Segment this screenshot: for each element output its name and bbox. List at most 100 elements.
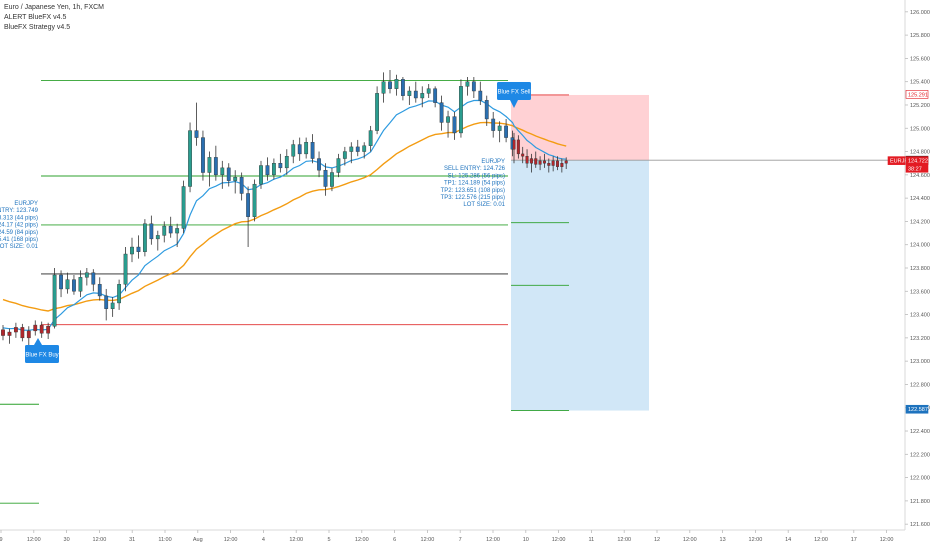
candle-body[interactable] [439,102,444,123]
candle-body[interactable] [201,137,205,173]
candle-body[interactable] [155,235,160,240]
candle-body[interactable] [426,88,431,94]
candle-body[interactable] [336,158,341,173]
candle-body[interactable] [84,272,89,278]
candle-body[interactable] [534,158,538,165]
candle-body[interactable] [207,157,212,173]
candle-body[interactable] [26,330,31,339]
candle-body[interactable] [233,176,238,181]
candle-body[interactable] [181,186,186,229]
candle-body[interactable] [452,116,457,134]
candle-body[interactable] [136,246,141,252]
candle-body[interactable] [330,172,334,187]
candle-body[interactable] [117,284,122,304]
candle-body[interactable] [97,284,102,297]
sell-signal-marker[interactable] [497,82,531,100]
candle-body[interactable] [33,324,38,332]
candle-body[interactable] [484,100,489,120]
candle-body[interactable] [278,162,283,169]
candle-body[interactable] [323,169,328,187]
candle-body[interactable] [349,146,354,152]
candle-body[interactable] [521,153,525,157]
candle-body[interactable] [362,145,367,152]
time-tick-label: 13 [720,537,726,543]
candle-body[interactable] [516,139,520,155]
candle-body[interactable] [20,327,25,339]
candle-body[interactable] [525,156,529,164]
candle-body[interactable] [91,272,96,285]
candle-body[interactable] [252,183,257,217]
candle-body[interactable] [194,130,199,138]
candlesticks [1,70,568,348]
candle-body[interactable] [317,158,321,171]
candle-body[interactable] [1,329,5,336]
candle-body[interactable] [39,324,44,334]
candle-body[interactable] [142,223,147,252]
indicator-strategy[interactable]: BlueFX Strategy v4.5 [4,24,71,31]
candle-body[interactable] [504,125,508,138]
candle-body[interactable] [420,93,425,99]
candle-body[interactable] [110,302,115,309]
candle-body[interactable] [564,160,568,164]
candle-body[interactable] [304,142,309,155]
candle-body[interactable] [272,162,276,176]
candle-body[interactable] [246,193,250,217]
candle-body[interactable] [355,146,360,152]
candle-body[interactable] [72,279,76,292]
candle-body[interactable] [529,158,533,164]
candle-body[interactable] [459,86,463,134]
candle-body[interactable] [7,331,12,336]
candle-body[interactable] [123,253,128,285]
candle-body[interactable] [291,144,296,157]
candle-body[interactable] [375,93,379,131]
candle-body[interactable] [556,160,560,167]
candle-body[interactable] [265,165,270,176]
candle-body[interactable] [130,246,134,255]
candle-body[interactable] [512,139,516,150]
candle-body[interactable] [551,160,555,166]
candle-body[interactable] [433,88,438,103]
candle-body[interactable] [104,295,109,309]
candle-body[interactable] [259,165,263,185]
candle-body[interactable] [188,130,192,187]
candle-body[interactable] [381,81,386,94]
candle-body[interactable] [162,225,167,236]
candle-body[interactable] [168,225,173,234]
candle-body[interactable] [239,176,244,194]
candle-body[interactable] [388,81,392,89]
candle-body[interactable] [284,156,289,169]
candle-body[interactable] [465,81,470,87]
candle-body[interactable] [149,223,154,240]
candle-body[interactable] [394,79,399,89]
candle-body[interactable] [497,125,502,131]
candle-body[interactable] [342,151,347,159]
candle-body[interactable] [560,162,564,167]
candle-body[interactable] [471,81,476,92]
candle-body[interactable] [368,130,373,146]
candle-body[interactable] [491,118,496,131]
buy-signal-marker[interactable] [25,345,59,363]
indicator-alert[interactable]: ALERT BlueFX v4.5 [4,14,67,21]
candle-body[interactable] [52,274,57,327]
candle-body[interactable] [213,157,218,176]
candle-body[interactable] [78,277,83,292]
candle-body[interactable] [310,142,315,159]
candle-body[interactable] [407,90,412,96]
candle-body[interactable] [413,90,418,99]
candle-body[interactable] [297,144,302,155]
candle-body[interactable] [226,167,231,181]
candle-body[interactable] [478,90,483,101]
candle-body[interactable] [542,160,546,164]
candle-body[interactable] [65,279,70,290]
candle-body[interactable] [547,162,551,166]
candle-body[interactable] [220,167,225,176]
candle-body[interactable] [13,327,18,333]
candle-body[interactable] [401,79,405,96]
candle-body[interactable] [59,274,63,290]
candle-body[interactable] [46,326,51,334]
candle-body[interactable] [446,116,450,123]
candle-body[interactable] [175,228,180,234]
candle-body[interactable] [538,160,542,165]
